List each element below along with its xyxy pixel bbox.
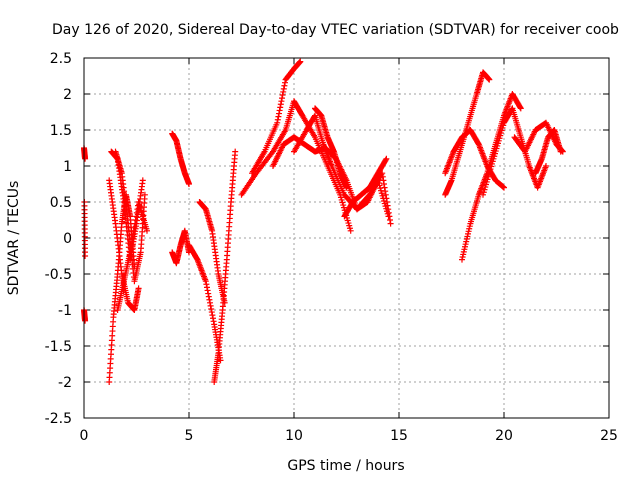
- data-point: [383, 155, 390, 162]
- data-point: [517, 105, 524, 112]
- series-arc-f: [169, 130, 192, 187]
- data-point: [501, 184, 507, 191]
- y-tick-label: -1.5: [45, 339, 72, 355]
- data-point: [82, 155, 89, 162]
- data-point: [347, 227, 354, 234]
- data-point: [557, 148, 564, 155]
- y-tick-label: 0: [63, 231, 72, 247]
- series-arc-d: [112, 148, 148, 285]
- x-tick-label: 5: [185, 428, 194, 444]
- data-point: [82, 317, 89, 324]
- y-tick-label: 2: [63, 87, 72, 103]
- series-arc-l: [249, 58, 304, 177]
- y-tick-label: -2.5: [45, 411, 72, 427]
- series-arc-o: [312, 105, 350, 191]
- y-tick-label: 2.5: [50, 51, 72, 67]
- data-point: [343, 184, 350, 191]
- data-point: [141, 191, 148, 198]
- series-arc-t: [480, 105, 549, 198]
- series-start2: [81, 307, 89, 324]
- data-points: [81, 58, 566, 385]
- y-tick-label: -1: [58, 303, 72, 319]
- axes: 0 5 10 15 20 25 -2.5 -2 -1.5 -1 -0.5 0 0.5 1 1.5 2 2.5: [45, 51, 618, 444]
- y-tick-label: 1: [63, 159, 72, 175]
- series-arc-q: [442, 69, 493, 198]
- data-point: [217, 357, 224, 364]
- data-point: [186, 181, 192, 187]
- data-point: [486, 76, 493, 83]
- y-tick-label: 0.5: [50, 195, 72, 211]
- series-arc-e: [114, 199, 150, 313]
- data-point: [232, 148, 239, 155]
- data-point: [297, 58, 304, 65]
- series-arc-j: [211, 148, 239, 385]
- series-arc-v: [532, 127, 564, 177]
- series-start: [81, 145, 89, 162]
- plot-frame: [83, 57, 610, 419]
- series-arc-n: [291, 112, 394, 227]
- y-tick-label: -0.5: [45, 267, 72, 283]
- data-point: [508, 106, 515, 113]
- x-tick-label: 25: [600, 428, 618, 444]
- chart-title: Day 126 of 2020, Sidereal Day-to-day VTE…: [52, 22, 619, 38]
- series-arc-g: [169, 227, 192, 267]
- x-tick-label: 10: [285, 428, 303, 444]
- y-tick-label: 1.5: [50, 123, 72, 139]
- x-tick-label: 0: [80, 428, 89, 444]
- y-axis-label: SDTVAR / TECUs: [6, 181, 22, 296]
- data-point: [82, 253, 89, 259]
- data-point: [139, 177, 146, 184]
- series-arc-k: [238, 98, 354, 234]
- series-arc-p: [341, 155, 390, 220]
- x-tick-label: 15: [390, 428, 408, 444]
- data-point: [387, 220, 394, 227]
- y-tick-label: -2: [58, 375, 72, 391]
- data-point: [543, 163, 549, 169]
- x-axis-label: GPS time / hours: [287, 458, 404, 474]
- x-tick-label: 20: [495, 428, 513, 444]
- data-point: [144, 227, 150, 234]
- data-point: [135, 285, 142, 292]
- series-arc-i: [196, 199, 228, 306]
